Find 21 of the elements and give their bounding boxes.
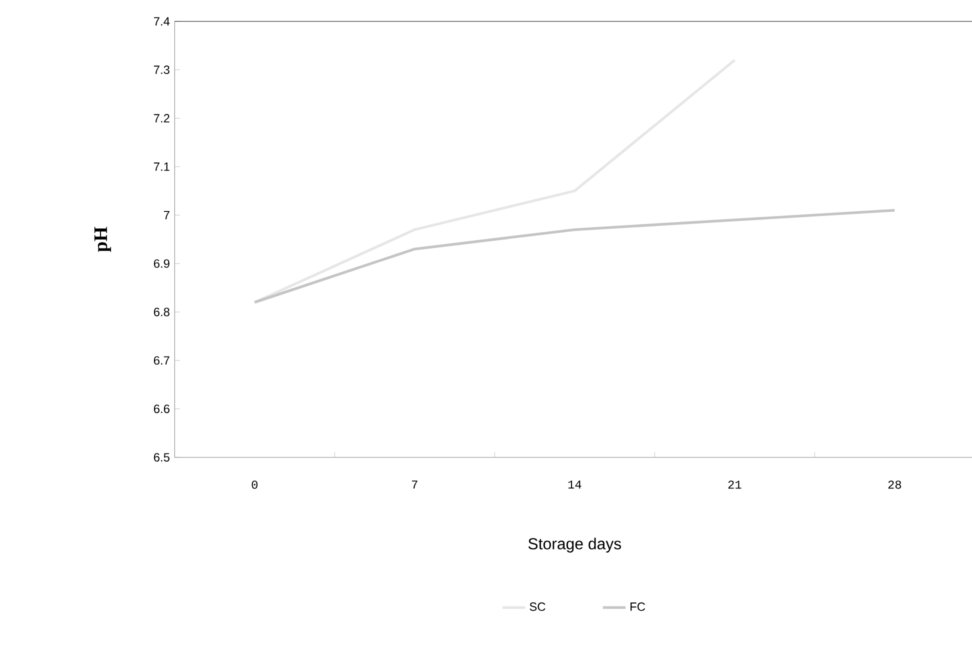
y-tick-label: 7.2: [154, 114, 170, 122]
legend-label: SC: [530, 602, 546, 611]
x-tick-label: 0: [252, 480, 258, 489]
x-axis-title: Storage days: [528, 538, 622, 553]
line-series: [253, 58, 736, 304]
x-tick-label: 14: [568, 480, 582, 488]
x-tick-label: 7: [412, 480, 418, 488]
y-tick-label: 6.9: [154, 259, 170, 268]
y-tick-label: 6.6: [154, 404, 170, 414]
line-series: [253, 208, 896, 304]
y-axis-title: pH: [94, 226, 112, 252]
x-tick-label: 28: [888, 480, 902, 489]
y-tick-label: 7.3: [154, 66, 170, 74]
y-tick-label: 7.4: [154, 17, 170, 26]
y-tick-label: 6.8: [154, 308, 170, 316]
y-tick-label: 7: [164, 210, 170, 220]
y-tick-label: 6.7: [154, 356, 170, 365]
legend-label: FC: [630, 602, 646, 611]
y-tick-label: 7.1: [154, 162, 170, 171]
y-tick-label: 6.5: [154, 453, 170, 462]
x-tick-label: 21: [728, 480, 742, 489]
